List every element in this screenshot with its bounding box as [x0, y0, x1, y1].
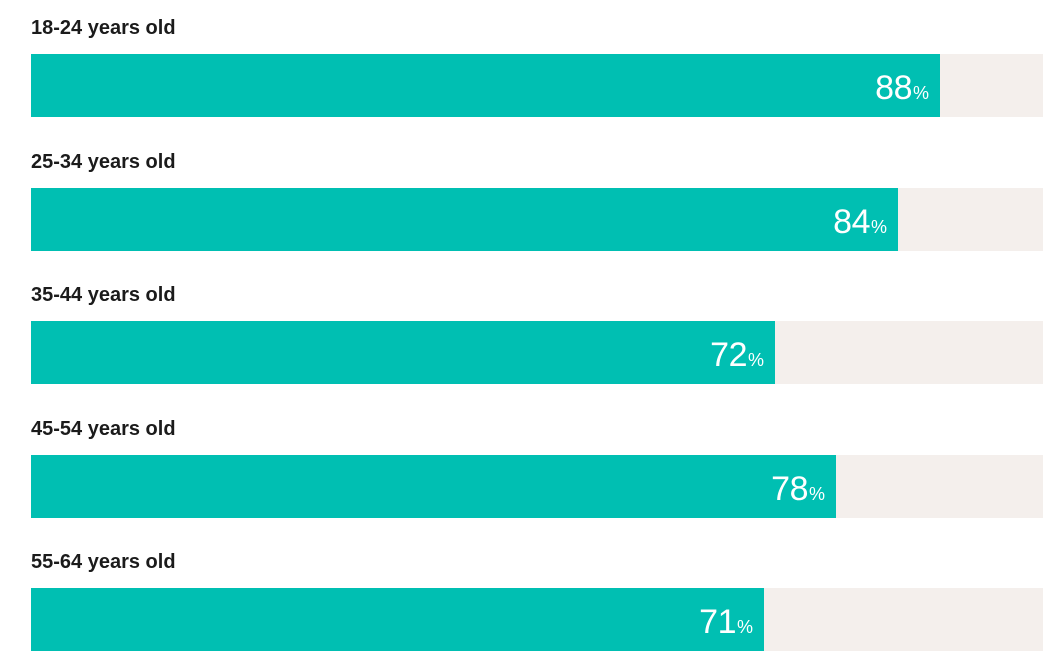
- bar-row: 55-64 years old 71%: [31, 552, 1043, 651]
- value-number: 88: [875, 69, 912, 107]
- bar: 88%: [31, 54, 940, 117]
- bar-track: 78%: [31, 454, 1043, 518]
- value-unit: %: [870, 216, 887, 237]
- value-number: 84: [833, 202, 870, 241]
- value-unit: %: [912, 83, 929, 103]
- value-unit: %: [747, 350, 764, 370]
- value-number: 72: [710, 336, 747, 374]
- value-unit: %: [808, 483, 825, 504]
- bar-track: 84%: [31, 187, 1043, 251]
- value-label: 84%: [833, 205, 887, 239]
- bar-track: 71%: [31, 588, 1043, 651]
- bar: 71%: [31, 588, 764, 651]
- bar-row: 35-44 years old 72%: [31, 285, 1043, 384]
- bar-track: 88%: [31, 54, 1043, 117]
- value-number: 78: [771, 469, 808, 508]
- value-label: 71%: [699, 605, 753, 639]
- bar: 78%: [31, 454, 836, 518]
- category-label: 45-54 years old: [31, 417, 176, 440]
- category-label: 35-44 years old: [31, 284, 176, 306]
- bar-row: 18-24 years old 88%: [31, 18, 1043, 117]
- category-label: 18-24 years old: [31, 17, 176, 39]
- value-label: 78%: [771, 472, 825, 506]
- value-number: 71: [699, 603, 736, 641]
- bar-row: 25-34 years old 84%: [31, 152, 1043, 251]
- bar: 84%: [31, 187, 898, 251]
- category-label: 55-64 years old: [31, 551, 176, 573]
- value-label: 88%: [875, 71, 929, 105]
- bar-row: 45-54 years old 78%: [31, 419, 1043, 518]
- bar-track: 72%: [31, 321, 1043, 384]
- category-label: 25-34 years old: [31, 150, 176, 173]
- value-label: 72%: [710, 338, 764, 372]
- bar: 72%: [31, 321, 775, 384]
- value-unit: %: [736, 617, 753, 637]
